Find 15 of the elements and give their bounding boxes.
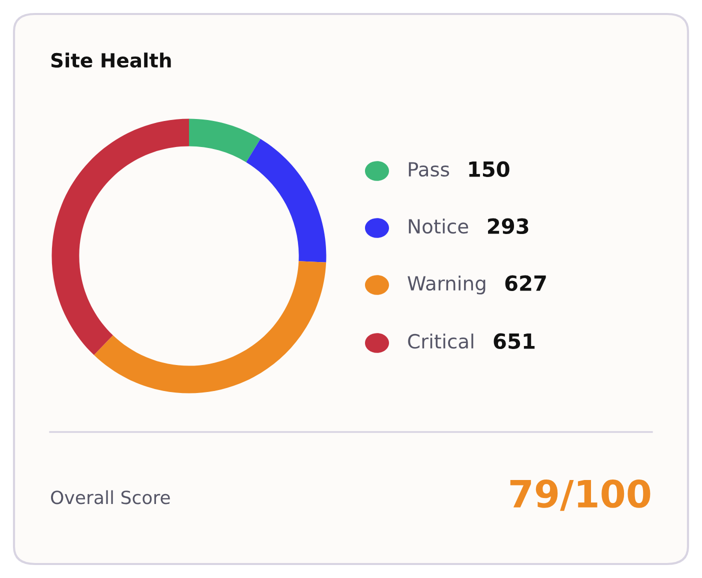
legend-label: Notice bbox=[408, 218, 468, 234]
legend-label: Critical bbox=[408, 334, 474, 349]
donut-slice bbox=[246, 138, 326, 262]
data-label: 150 bbox=[469, 161, 510, 178]
legend-label: Warning bbox=[408, 276, 486, 294]
data-label: 627 bbox=[505, 275, 546, 292]
donut-slice bbox=[52, 118, 189, 356]
chart-title: Site Health bbox=[51, 52, 171, 68]
data-label: 651 bbox=[494, 333, 535, 350]
legend-label: Pass bbox=[408, 162, 450, 177]
text: 79/100 bbox=[510, 480, 650, 511]
data-label: 293 bbox=[488, 218, 528, 234]
donut-slice bbox=[94, 261, 326, 394]
text: Overall Score bbox=[51, 490, 170, 504]
donut-slice bbox=[189, 118, 260, 162]
